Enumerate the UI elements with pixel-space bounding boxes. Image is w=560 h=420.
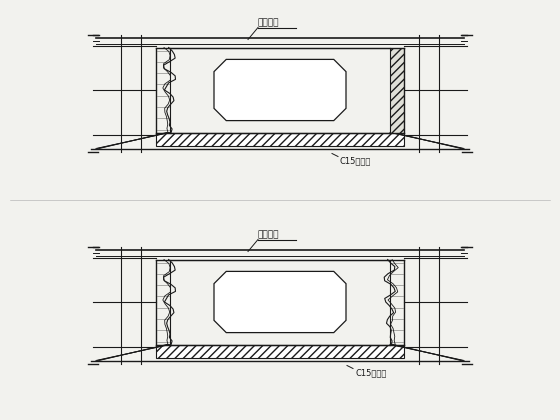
Bar bbox=[156, 344, 404, 357]
Bar bbox=[390, 47, 404, 132]
Bar bbox=[156, 132, 404, 145]
Text: 龙骨明柱: 龙骨明柱 bbox=[258, 18, 279, 27]
Text: 龙骨明柱: 龙骨明柱 bbox=[258, 231, 279, 239]
Polygon shape bbox=[214, 59, 346, 121]
Text: C15垫层垃: C15垫层垃 bbox=[340, 157, 371, 165]
Text: C15垫层垃: C15垫层垃 bbox=[355, 368, 386, 378]
Polygon shape bbox=[214, 271, 346, 333]
